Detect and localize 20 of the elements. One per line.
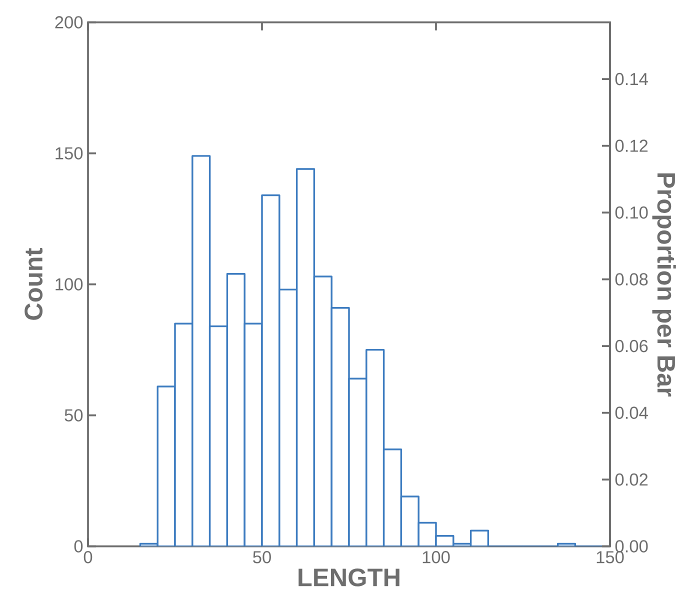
y2-tick-label: 0.04	[615, 406, 648, 419]
y2-tick-label: 0.06	[615, 340, 648, 352]
x-tick-label: 50	[253, 551, 271, 564]
x-tick-label: 0	[84, 551, 92, 564]
y2-tick-label: 0.02	[615, 473, 648, 486]
x-tick-label: 150	[596, 551, 624, 564]
y2-tick-label: 0.00	[615, 540, 648, 552]
y-axis-title: Count	[24, 248, 43, 320]
y2-tick-label: 0.12	[615, 140, 648, 152]
y-tick-label: 50	[64, 409, 83, 422]
y-tick-label: 100	[56, 278, 83, 290]
y-tick-label: 0	[74, 540, 83, 552]
y2-tick-label: 0.14	[615, 72, 648, 86]
y2-tick-label: 0.08	[615, 273, 648, 286]
y-tick-label: 150	[56, 147, 83, 160]
y-tick-label: 200	[55, 16, 83, 28]
x-tick-label: 100	[422, 551, 450, 564]
y2-axis-title: Proportion per Bar	[652, 173, 676, 397]
y2-tick-label: 0.10	[615, 206, 648, 219]
x-axis-title: LENGTH	[298, 568, 400, 586]
